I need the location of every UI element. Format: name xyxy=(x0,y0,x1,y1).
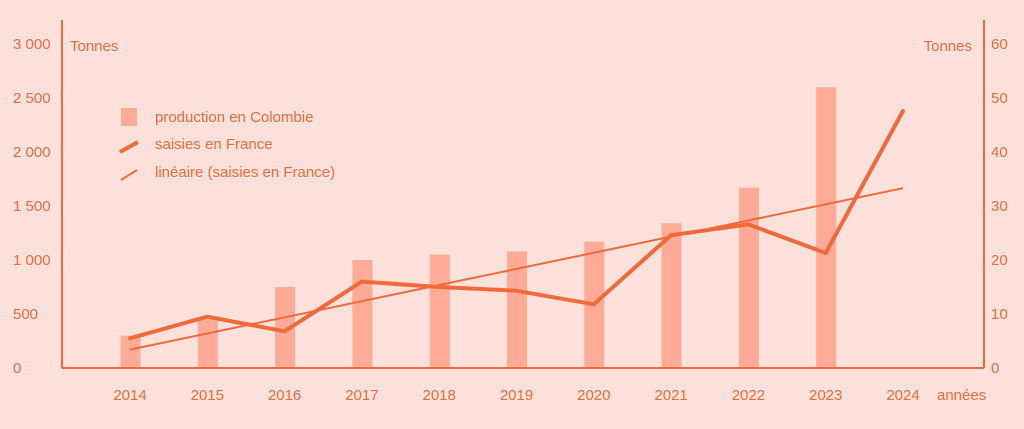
x-tick-label: 2016 xyxy=(268,387,301,404)
line-point-2020 xyxy=(591,302,596,307)
bar-2015 xyxy=(197,319,218,368)
legend-swatch-trend xyxy=(120,169,138,181)
bar-2014 xyxy=(120,335,141,368)
x-tick-label: 2015 xyxy=(191,387,224,404)
left-tick-label: 2 000 xyxy=(13,144,51,161)
bar-2021 xyxy=(661,223,682,368)
trendline-saisies-france xyxy=(129,187,904,351)
line-point-2016 xyxy=(282,329,287,334)
right-tick-labels: 0 10 20 30 40 50 60 xyxy=(991,36,1008,377)
right-tick-label: 20 xyxy=(991,252,1008,269)
right-tick-label: 0 xyxy=(991,360,999,377)
x-tick-labels: 2014 2015 2016 2017 2018 2019 2020 2021 2022 2023… xyxy=(113,387,919,404)
x-tick-label: 2021 xyxy=(654,387,687,404)
legend-swatch-bars xyxy=(121,108,137,126)
left-tick-label: 3 000 xyxy=(13,36,51,53)
line-point-2015 xyxy=(205,314,210,319)
bar-2023 xyxy=(816,87,837,368)
left-tick-label: 2 500 xyxy=(13,90,51,107)
x-tick-label: 2023 xyxy=(809,387,842,404)
left-tick-label: 500 xyxy=(13,306,38,323)
legend-label-trend: linéaire (saisies en France) xyxy=(155,164,335,181)
x-tick-label: 2017 xyxy=(345,387,378,404)
legend-label-line: saisies en France xyxy=(155,136,273,153)
x-tick-label: 2022 xyxy=(732,387,765,404)
x-tick-label: 2018 xyxy=(423,387,456,404)
right-tick-label: 60 xyxy=(991,36,1008,53)
x-tick-label: 2024 xyxy=(886,387,919,404)
right-axis-label: Tonnes xyxy=(924,38,972,55)
line-point-2021 xyxy=(669,233,674,238)
legend: production en Colombie saisies en France… xyxy=(119,108,335,181)
x-tick-label: 2019 xyxy=(500,387,533,404)
bar-2019 xyxy=(507,251,527,368)
bar-2017 xyxy=(352,260,373,368)
left-axis-label: Tonnes xyxy=(70,38,118,55)
x-axis-label: années xyxy=(937,387,986,404)
x-tick-label: 2020 xyxy=(577,387,610,404)
left-tick-label: 0 xyxy=(13,360,21,377)
line-point-2019 xyxy=(514,288,519,293)
left-tick-labels: 0 500 1 000 1 500 2 000 2 500 3 000 xyxy=(13,36,51,377)
right-tick-label: 10 xyxy=(991,306,1008,323)
left-tick-label: 1 500 xyxy=(13,198,51,215)
line-point-2022 xyxy=(746,222,751,227)
line-point-2017 xyxy=(359,279,364,284)
line-point-2018 xyxy=(437,285,442,289)
right-tick-label: 30 xyxy=(991,198,1008,215)
right-tick-label: 40 xyxy=(991,144,1008,161)
bar-2022 xyxy=(738,187,759,368)
line-point-2023 xyxy=(823,250,828,255)
legend-swatch-line xyxy=(119,140,139,154)
legend-label-bars: production en Colombie xyxy=(155,109,313,126)
line-point-2024 xyxy=(901,108,905,113)
bar-2018 xyxy=(429,254,450,368)
line-points xyxy=(128,108,905,341)
bar-2016 xyxy=(275,287,296,368)
left-tick-label: 1 000 xyxy=(13,252,51,269)
line-point-2014 xyxy=(128,336,132,341)
x-tick-label: 2014 xyxy=(113,387,146,404)
right-tick-label: 50 xyxy=(991,90,1008,107)
